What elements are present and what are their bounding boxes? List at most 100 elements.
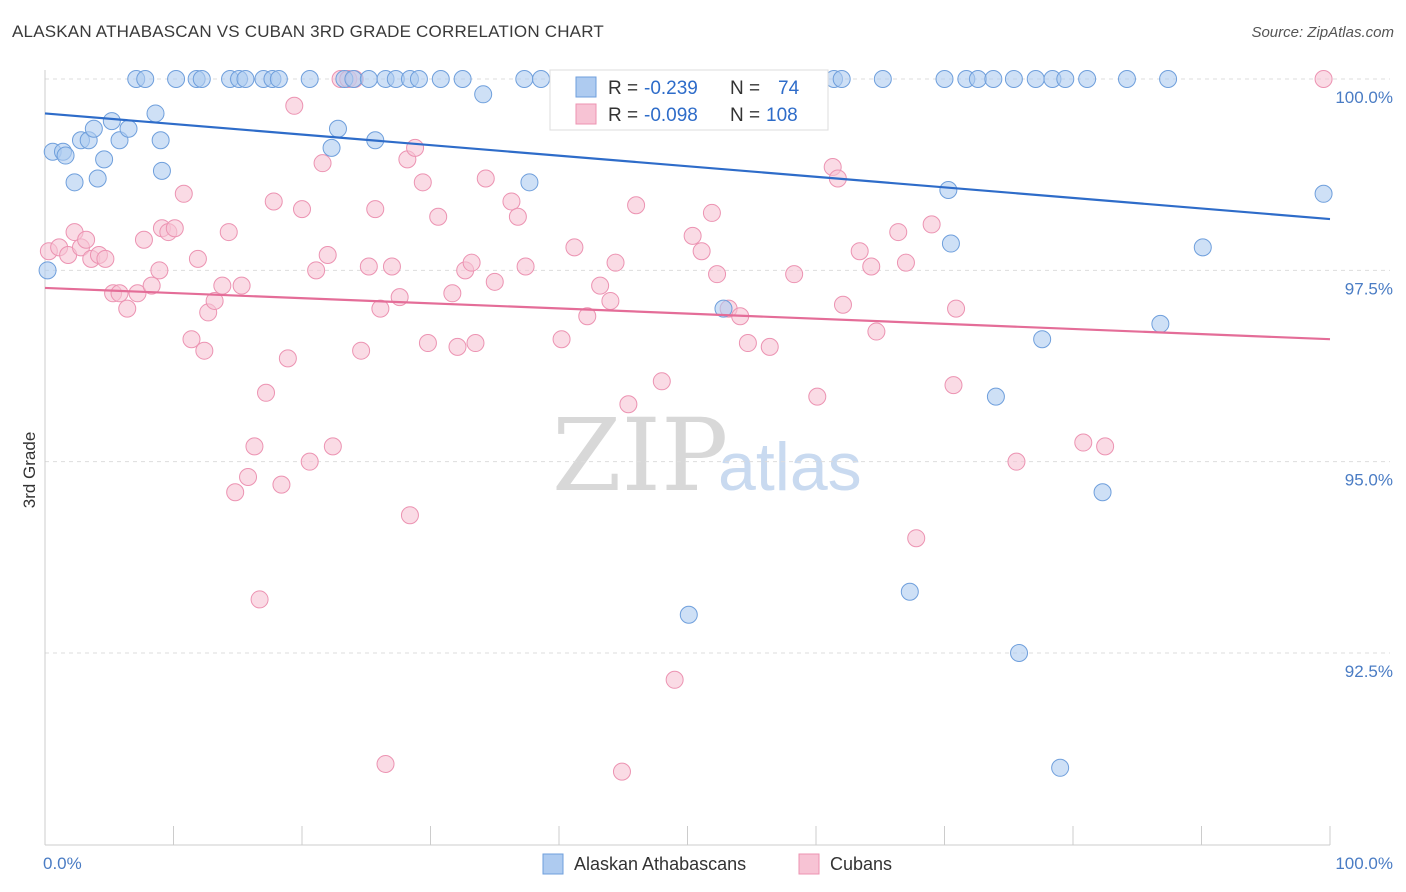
cuban-point: [462, 253, 481, 272]
alaskan-athabascan-point: [1193, 238, 1212, 257]
alaskan-athabascan-point: [1117, 70, 1136, 88]
cuban-point: [552, 330, 571, 349]
cuban-point: [922, 215, 941, 234]
alaskan-athabascan-point: [328, 119, 347, 138]
y-tick-label: 97.5%: [1345, 279, 1393, 298]
alaskan-athabascan-point: [300, 70, 319, 88]
cuban-point: [232, 276, 251, 295]
cuban-point: [619, 395, 638, 414]
alaskan-athabascan-point: [1010, 644, 1029, 662]
x-tick-label-end: 100.0%: [1335, 854, 1393, 873]
alaskan-athabascan-point: [95, 150, 114, 169]
legend-swatch-pink: [575, 103, 597, 125]
legend-blue-r-label: R =: [608, 78, 638, 99]
legend-blue-n-label: N =: [730, 78, 760, 99]
alaskan-athabascan-point: [236, 70, 255, 88]
alaskan-athabascan-point: [1033, 330, 1052, 349]
alaskan-athabascan-point: [38, 261, 57, 280]
cuban-point: [293, 200, 311, 219]
alaskan-athabascan-point: [1151, 314, 1170, 333]
cuban-point: [118, 299, 137, 318]
series-legend: Alaskan Athabascans Cubans: [542, 853, 892, 875]
y-axis-label: 3rd Grade: [20, 432, 39, 509]
cuban-point: [96, 249, 115, 268]
cuban-point: [907, 529, 926, 548]
alaskan-athabascan-point: [515, 70, 534, 88]
alaskan-athabascan-point: [935, 70, 954, 88]
alaskan-athabascan-point: [1056, 70, 1075, 88]
cuban-point: [134, 230, 153, 249]
bottom-legend-swatch-blue: [542, 853, 564, 875]
cuban-point: [601, 291, 620, 310]
alaskan-athabascan-point: [1314, 184, 1333, 203]
cuban-point: [760, 337, 779, 356]
cuban-point: [413, 173, 432, 192]
alaskan-athabascan-point: [136, 70, 155, 88]
alaskan-athabascan-point: [941, 234, 960, 253]
alaskan-athabascan-point: [1159, 70, 1178, 88]
alaskan-athabascan-point: [832, 70, 851, 88]
cuban-point: [366, 200, 385, 219]
alaskan-athabascan-point: [873, 70, 892, 88]
grid-lines: [45, 78, 1390, 654]
cuban-point: [300, 452, 319, 471]
legend-pink-r-value: -0.098: [644, 105, 698, 126]
alaskan-athabascan-trend-line: [44, 112, 1331, 221]
bottom-legend-swatch-pink: [798, 853, 820, 875]
cuban-point: [219, 223, 238, 242]
cuban-point: [250, 590, 269, 609]
cuban-point: [150, 261, 169, 280]
cuban-point: [272, 475, 291, 494]
cuban-point: [627, 196, 646, 215]
cuban-point: [466, 334, 485, 353]
alaskan-athabascan-point: [1078, 70, 1097, 88]
legend-swatch-blue: [575, 76, 597, 98]
source-label: Source: ZipAtlas.com: [1251, 24, 1394, 41]
cuban-point: [612, 762, 631, 781]
alaskan-athabascan-point: [453, 70, 472, 88]
alaskan-athabascan-point: [939, 180, 958, 199]
cuban-point: [182, 330, 201, 349]
cuban-point: [307, 261, 326, 280]
axes: 100.0% 97.5% 95.0% 92.5% 0.0% 100.0%: [43, 70, 1393, 873]
cuban-point: [1096, 437, 1115, 456]
cuban-point: [382, 257, 401, 276]
cuban-point: [565, 238, 584, 257]
alaskan-athabascan-point: [1004, 70, 1023, 88]
cuban-point: [165, 219, 184, 238]
alaskan-athabascan-point: [679, 605, 698, 624]
cuban-point: [245, 437, 264, 456]
cuban-point: [264, 192, 283, 211]
alaskan-athabascan-point: [520, 173, 539, 192]
cuban-point: [285, 96, 304, 115]
cuban-point: [278, 349, 297, 368]
cuban-point: [692, 242, 711, 261]
cuban-point: [591, 276, 610, 295]
cuban-point: [889, 223, 908, 242]
alaskan-athabascan-point: [1093, 483, 1112, 502]
alaskan-athabascan-point: [322, 138, 341, 157]
alaskan-athabascan-point: [269, 70, 288, 88]
cuban-point: [944, 376, 963, 395]
cuban-point: [785, 265, 804, 284]
cuban-point: [738, 334, 757, 353]
cuban-point: [400, 506, 419, 525]
alaskan-athabascan-point: [431, 70, 450, 88]
legend-blue-r-value: -0.239: [644, 78, 698, 99]
cuban-point: [239, 467, 258, 486]
legend-pink-n-label: N =: [730, 105, 760, 126]
cuban-point: [476, 169, 495, 188]
cuban-point: [142, 276, 161, 295]
cuban-trend-line: [44, 286, 1331, 341]
trend-lines: [44, 112, 1331, 341]
cuban-point: [257, 383, 276, 402]
cuban-point: [195, 341, 214, 360]
cuban-point: [429, 207, 448, 226]
alaskan-athabascan-point: [409, 70, 428, 88]
cuban-point: [508, 207, 527, 226]
alaskan-athabascan-point: [714, 299, 733, 318]
cuban-point: [578, 307, 597, 326]
alaskan-athabascan-point: [344, 70, 363, 88]
cuban-point: [323, 437, 342, 456]
